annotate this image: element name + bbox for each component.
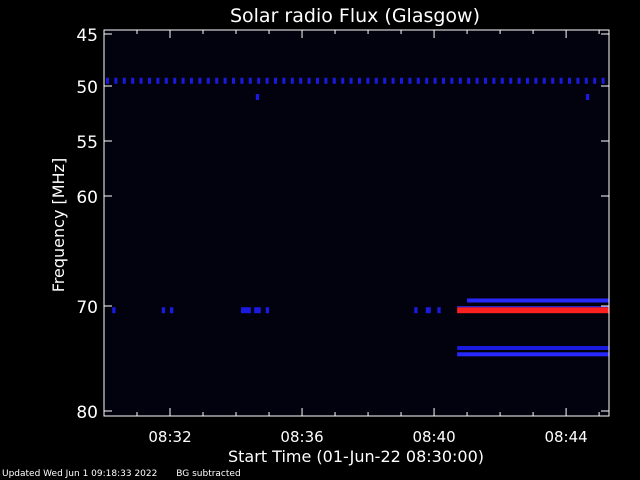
spectral-spot xyxy=(414,307,418,314)
spectral-feature-dash xyxy=(290,77,294,84)
spectral-spot xyxy=(265,307,270,314)
spectral-feature-dash xyxy=(509,77,513,84)
spectral-feature-dash xyxy=(484,77,487,84)
spectral-feature-dash xyxy=(299,77,303,84)
spectral-band xyxy=(457,346,609,350)
plot-area xyxy=(104,30,609,416)
spectral-feature-dash xyxy=(568,77,571,84)
spectral-band xyxy=(457,352,609,357)
spectral-feature-dash xyxy=(416,77,420,84)
spectral-feature-dash xyxy=(391,77,395,84)
spectral-feature-dash xyxy=(139,77,143,84)
spectral-feature-dash xyxy=(584,77,588,84)
spectral-feature-dash xyxy=(316,77,319,84)
y-axis-label: Frequency [MHz] xyxy=(49,158,68,292)
spectral-band xyxy=(457,307,609,314)
spectral-feature-dash xyxy=(122,77,126,84)
spectral-spot xyxy=(170,307,174,314)
spectral-feature-dash xyxy=(542,77,546,84)
spectral-spot xyxy=(425,307,431,314)
spectral-feature-dash xyxy=(442,77,445,84)
footer: Updated Wed Jun 1 09:18:33 2022 BG subtr… xyxy=(2,469,257,479)
updated-timestamp: Updated Wed Jun 1 09:18:33 2022 xyxy=(2,469,158,479)
spectral-feature-dash xyxy=(551,77,555,84)
chart-title: Solar radio Flux (Glasgow) xyxy=(230,5,480,27)
spectral-feature-dash xyxy=(374,77,378,84)
spectral-feature-dash xyxy=(156,77,160,84)
spectral-feature-dash xyxy=(131,77,135,84)
spectral-band xyxy=(467,298,609,303)
spectral-feature-dash xyxy=(500,77,504,84)
axes: 45 50 55 60 70 80 08:32 08:36 08:40 08:44 xyxy=(76,26,609,446)
x-axis-label: Start Time (01-Jun-22 08:30:00) xyxy=(228,447,484,466)
spectral-feature-dash xyxy=(425,77,429,84)
y-tick-label: 55 xyxy=(76,133,98,153)
spectral-feature-dash xyxy=(467,77,471,84)
spectral-band-edge xyxy=(457,306,609,308)
spectral-feature-dash xyxy=(148,77,151,84)
spectral-feature-dash xyxy=(475,77,479,84)
spectral-feature-dash xyxy=(114,77,118,84)
spectral-feature-dash xyxy=(173,77,177,84)
spectral-feature-dash xyxy=(458,77,462,84)
spectral-feature-dash xyxy=(223,77,227,84)
spectral-spot xyxy=(161,307,166,314)
spectral-spot xyxy=(254,307,261,314)
spectral-feature-dash xyxy=(248,77,252,84)
spectral-feature-dash xyxy=(576,77,580,84)
spectral-spot xyxy=(112,307,116,314)
spectrogram-features xyxy=(106,77,609,357)
bg-subtracted-note: BG subtracted xyxy=(176,469,241,479)
spectral-feature-dash xyxy=(274,77,277,84)
spectral-feature-dash xyxy=(206,77,210,84)
spectral-feature-dash xyxy=(198,77,202,84)
y-tick-label: 50 xyxy=(76,78,98,98)
spectral-feature-dash xyxy=(408,77,412,84)
spectral-feature-dash xyxy=(559,77,563,84)
spectral-feature-dash xyxy=(257,77,261,84)
x-tick-label: 08:40 xyxy=(412,428,455,446)
spectral-feature-dash xyxy=(307,77,311,84)
spectral-feature-dash xyxy=(593,77,597,84)
y-tick-label: 45 xyxy=(76,26,98,46)
x-tick-label: 08:36 xyxy=(280,428,323,446)
spectral-feature-dash xyxy=(332,77,336,84)
spectral-feature-dash xyxy=(106,77,109,84)
spectral-feature-dash xyxy=(383,77,387,84)
spectral-spot xyxy=(255,94,260,100)
spectral-feature-dash xyxy=(450,77,454,84)
x-tick-label: 08:44 xyxy=(544,428,587,446)
spectral-feature-dash xyxy=(534,77,538,84)
spectral-feature-dash xyxy=(358,77,361,84)
spectral-feature-dash xyxy=(349,77,353,84)
spectral-feature-dash xyxy=(492,77,496,84)
spectral-feature-dash xyxy=(282,77,286,84)
spectral-feature-dash xyxy=(366,77,370,84)
spectral-feature-dash xyxy=(400,77,403,84)
spectral-feature-dash xyxy=(190,77,193,84)
spectral-spot xyxy=(437,307,441,314)
spectral-feature-dash xyxy=(433,77,437,84)
y-tick-label: 80 xyxy=(76,403,98,423)
spectral-feature-dash xyxy=(164,77,168,84)
spectral-feature-dash xyxy=(517,77,521,84)
spectral-spot xyxy=(585,94,590,100)
spectral-feature-dash xyxy=(526,77,529,84)
spectral-feature-dash xyxy=(341,77,345,84)
spectral-feature-dash xyxy=(324,77,328,84)
y-tick-label: 70 xyxy=(76,298,98,318)
spectral-feature-dash xyxy=(181,77,185,84)
spectral-spot xyxy=(240,307,251,314)
spectral-feature-dash xyxy=(215,77,219,84)
spectral-feature-dash xyxy=(232,77,235,84)
y-tick-label: 60 xyxy=(76,188,98,208)
spectral-feature-dash xyxy=(601,77,605,84)
x-tick-label: 08:32 xyxy=(148,428,191,446)
spectral-feature-dash xyxy=(265,77,269,84)
plot-frame xyxy=(103,29,610,417)
spectral-feature-dash xyxy=(240,77,244,84)
